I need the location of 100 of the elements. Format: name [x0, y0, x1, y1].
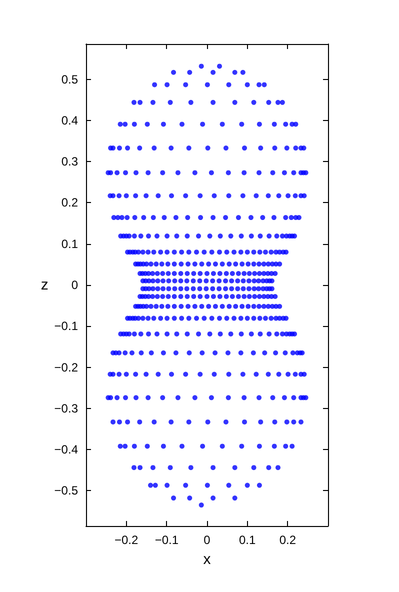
point: [293, 122, 298, 127]
point: [110, 372, 116, 377]
point: [154, 234, 160, 239]
point: [208, 395, 214, 400]
point: [238, 350, 244, 356]
point: [212, 262, 218, 267]
point: [197, 286, 202, 292]
point: [205, 419, 210, 424]
point: [226, 170, 231, 176]
point: [212, 350, 218, 356]
point: [230, 270, 235, 276]
point: [229, 278, 234, 284]
point: [232, 100, 238, 105]
point: [184, 331, 190, 336]
point: [232, 496, 238, 501]
point: [172, 278, 178, 284]
point: [217, 316, 222, 321]
point: [198, 372, 203, 377]
point: [150, 294, 156, 300]
point: [223, 278, 228, 284]
point: [273, 350, 278, 356]
point: [160, 350, 166, 356]
point: [118, 122, 123, 127]
point: [138, 350, 144, 356]
point: [200, 122, 206, 127]
point: [292, 372, 298, 377]
x-tick-label: 0: [204, 533, 211, 547]
point: [256, 395, 262, 400]
point: [246, 304, 251, 309]
point: [179, 316, 184, 321]
y-tick-label: −0.2: [54, 360, 78, 374]
point: [233, 304, 238, 309]
point: [210, 270, 216, 276]
point: [210, 286, 216, 292]
point: [272, 444, 277, 449]
y-tick-label: −0.1: [54, 319, 78, 334]
point: [246, 294, 252, 300]
point: [116, 350, 122, 356]
point: [256, 262, 262, 267]
point: [302, 372, 307, 377]
point: [258, 331, 263, 336]
point: [257, 250, 262, 255]
point: [283, 122, 288, 127]
point: [226, 262, 232, 267]
y-axis-title: z: [40, 276, 48, 294]
point: [270, 170, 276, 176]
point: [116, 193, 122, 198]
point: [198, 64, 204, 69]
point: [192, 262, 198, 267]
point: [184, 286, 190, 292]
y-tick-label: −0.5: [54, 484, 78, 498]
point: [132, 215, 138, 220]
point: [303, 170, 308, 176]
point: [172, 262, 177, 267]
point: [168, 146, 174, 151]
point: [184, 270, 190, 276]
point: [242, 419, 248, 424]
point: [283, 215, 288, 220]
point: [280, 100, 285, 105]
point: [276, 193, 282, 198]
point: [251, 100, 256, 105]
point: [275, 100, 280, 105]
point: [116, 419, 122, 424]
point: [180, 444, 184, 449]
point: [206, 304, 212, 309]
point: [251, 262, 256, 267]
y-tick-label: −0.3: [54, 401, 78, 416]
point: [291, 395, 296, 400]
point: [199, 304, 204, 309]
point: [168, 465, 173, 470]
point: [238, 316, 244, 321]
point: [217, 270, 222, 276]
point: [256, 82, 262, 88]
point: [244, 250, 250, 255]
y-tick-label: 0: [71, 278, 78, 292]
point: [160, 444, 166, 449]
point: [286, 372, 291, 377]
point: [236, 270, 241, 276]
point: [134, 395, 139, 400]
point: [223, 146, 228, 151]
point: [226, 193, 232, 198]
point: [152, 482, 158, 488]
point: [134, 170, 139, 176]
point: [178, 278, 184, 284]
point: [172, 294, 177, 300]
point: [246, 278, 252, 284]
point: [224, 294, 229, 300]
point: [150, 286, 156, 292]
point: [144, 262, 149, 267]
point: [159, 262, 164, 267]
point: [236, 294, 241, 300]
point: [164, 82, 170, 88]
point: [148, 304, 154, 309]
point: [242, 294, 247, 300]
y-tick-label: −0.4: [54, 442, 78, 457]
point: [165, 304, 170, 309]
point: [268, 316, 274, 321]
point: [210, 278, 216, 284]
point: [252, 286, 257, 292]
point: [154, 270, 160, 276]
